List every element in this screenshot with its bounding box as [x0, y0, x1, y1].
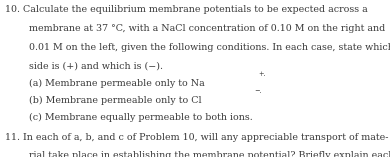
Text: 11. In each of a, b, and c of Problem 10, will any appreciable transport of mate: 11. In each of a, b, and c of Problem 10…	[5, 133, 388, 142]
Text: (c) Membrane equally permeable to both ions.: (c) Membrane equally permeable to both i…	[29, 113, 253, 122]
Text: membrane at 37 °C, with a NaCl concentration of 0.10 M on the right and: membrane at 37 °C, with a NaCl concentra…	[29, 24, 385, 33]
Text: side is (+) and which is (−).: side is (+) and which is (−).	[29, 61, 163, 70]
Text: 0.01 M on the left, given the following conditions. In each case, state which: 0.01 M on the left, given the following …	[29, 43, 390, 52]
Text: 10. Calculate the equilibrium membrane potentials to be expected across a: 10. Calculate the equilibrium membrane p…	[5, 5, 368, 14]
Text: (b) Membrane permeable only to Cl: (b) Membrane permeable only to Cl	[29, 96, 202, 105]
Text: rial take place in establishing the membrane potential? Briefly explain each: rial take place in establishing the memb…	[29, 151, 390, 157]
Text: +.: +.	[258, 70, 266, 78]
Text: (a) Membrane permeable only to Na: (a) Membrane permeable only to Na	[29, 78, 205, 88]
Text: −.: −.	[254, 87, 262, 95]
